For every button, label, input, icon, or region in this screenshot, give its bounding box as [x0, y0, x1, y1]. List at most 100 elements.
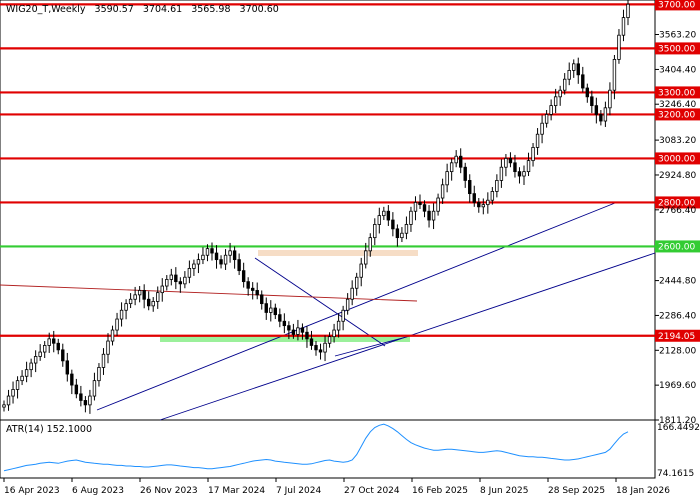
candle-body	[608, 89, 612, 109]
candles	[2, 0, 630, 414]
candle-body	[544, 114, 549, 124]
x-tick-label: 7 Jul 2024	[276, 486, 321, 496]
candle-body	[205, 248, 210, 256]
candle-body	[327, 336, 332, 344]
support-zone	[160, 336, 410, 342]
candle-body	[458, 155, 463, 168]
candle-body	[486, 199, 490, 206]
candle-body	[156, 292, 160, 302]
candle-body	[513, 162, 517, 173]
candle-body	[24, 369, 29, 377]
candle-body	[621, 17, 626, 36]
x-tick-label: 8 Jun 2025	[480, 486, 528, 496]
candle-body	[178, 281, 183, 285]
y-tick-label: 2444.80	[659, 277, 696, 287]
candle-body	[165, 279, 169, 287]
candle-body	[133, 294, 137, 300]
candle-body	[386, 210, 391, 221]
candle-body	[594, 105, 599, 115]
candle-body	[101, 353, 106, 368]
candle-body	[146, 298, 151, 307]
candle-body	[364, 250, 368, 265]
x-tick-label: 16 Apr 2023	[4, 486, 60, 496]
candle-body	[241, 270, 246, 283]
x-tick-label: 27 Oct 2024	[344, 486, 400, 496]
candle-body	[345, 298, 350, 311]
candle-body	[540, 122, 544, 135]
candle-body	[526, 160, 531, 173]
candle-body	[395, 228, 400, 239]
candle-body	[300, 327, 305, 333]
candle-body	[142, 290, 146, 300]
y-tick-label: 3563.20	[659, 31, 696, 41]
candle-body	[128, 298, 133, 305]
level-tag-label: 3000.00	[658, 154, 695, 164]
candle-body	[309, 338, 314, 346]
level-tag-label: 2194.05	[658, 332, 695, 342]
x-tick-label: 16 Feb 2025	[412, 486, 468, 496]
candle-body	[223, 254, 228, 265]
candle-body	[232, 250, 237, 261]
candle-body	[278, 314, 282, 322]
candle-body	[617, 34, 621, 60]
candle-body	[61, 349, 65, 362]
candle-body	[522, 171, 526, 177]
candle-body	[490, 191, 495, 201]
candle-body	[463, 166, 467, 181]
candle-body	[350, 287, 354, 300]
level-tag-label: 2600.00	[658, 242, 695, 252]
candle-body	[11, 389, 15, 397]
candle-body	[15, 380, 20, 390]
candle-body	[287, 325, 291, 331]
x-tick-label: 28 Sep 2025	[548, 486, 605, 496]
candle-body	[477, 202, 481, 208]
level-tag-label: 2800.00	[658, 198, 695, 208]
candle-body	[56, 342, 60, 351]
trendline-down	[254, 257, 386, 347]
candle-body	[549, 105, 553, 115]
candle-body	[576, 63, 580, 76]
candle-body	[468, 180, 472, 195]
level-tag	[655, 108, 700, 121]
candle-body	[296, 327, 300, 335]
candle-body	[413, 202, 418, 212]
candle-body	[174, 274, 178, 283]
level-tag	[655, 152, 700, 165]
candle-body	[431, 210, 436, 221]
candle-body	[599, 114, 603, 122]
candle-body	[404, 224, 409, 234]
candle-body	[318, 349, 323, 353]
candle-body	[88, 395, 92, 406]
candle-body	[373, 224, 377, 239]
candle-body	[585, 87, 590, 98]
level-tag	[655, 196, 700, 209]
x-tick-label: 26 Nov 2023	[140, 486, 198, 496]
level-tag-label: 3200.00	[658, 110, 695, 120]
candle-body	[440, 184, 445, 199]
candle-body	[314, 345, 318, 351]
candle-body	[160, 285, 164, 294]
price-axis: 3563.20 3404.40 3246.40 3083.20 2924.80 2766.…	[655, 31, 696, 426]
candle-body	[567, 70, 571, 80]
candle-body	[359, 263, 363, 278]
level-tag	[655, 42, 700, 55]
candle-body	[603, 107, 608, 122]
atr-scale-bottom: 74.1615	[657, 469, 694, 479]
candle-body	[581, 74, 585, 89]
candle-body	[115, 318, 119, 331]
y-tick-label: 2924.80	[659, 171, 696, 181]
candle-body	[260, 294, 264, 305]
candle-body	[508, 158, 513, 164]
candle-body	[74, 384, 79, 395]
candle-body	[499, 166, 504, 181]
candle-body	[137, 290, 142, 296]
candle-body	[377, 215, 382, 225]
candle-body	[427, 210, 431, 221]
trendline-steep	[96, 202, 616, 411]
candle-body	[210, 248, 214, 254]
y-tick-label: 1811.20	[659, 416, 696, 426]
candle-body	[291, 329, 296, 335]
level-tag	[655, 86, 700, 99]
candle-body	[201, 254, 205, 261]
